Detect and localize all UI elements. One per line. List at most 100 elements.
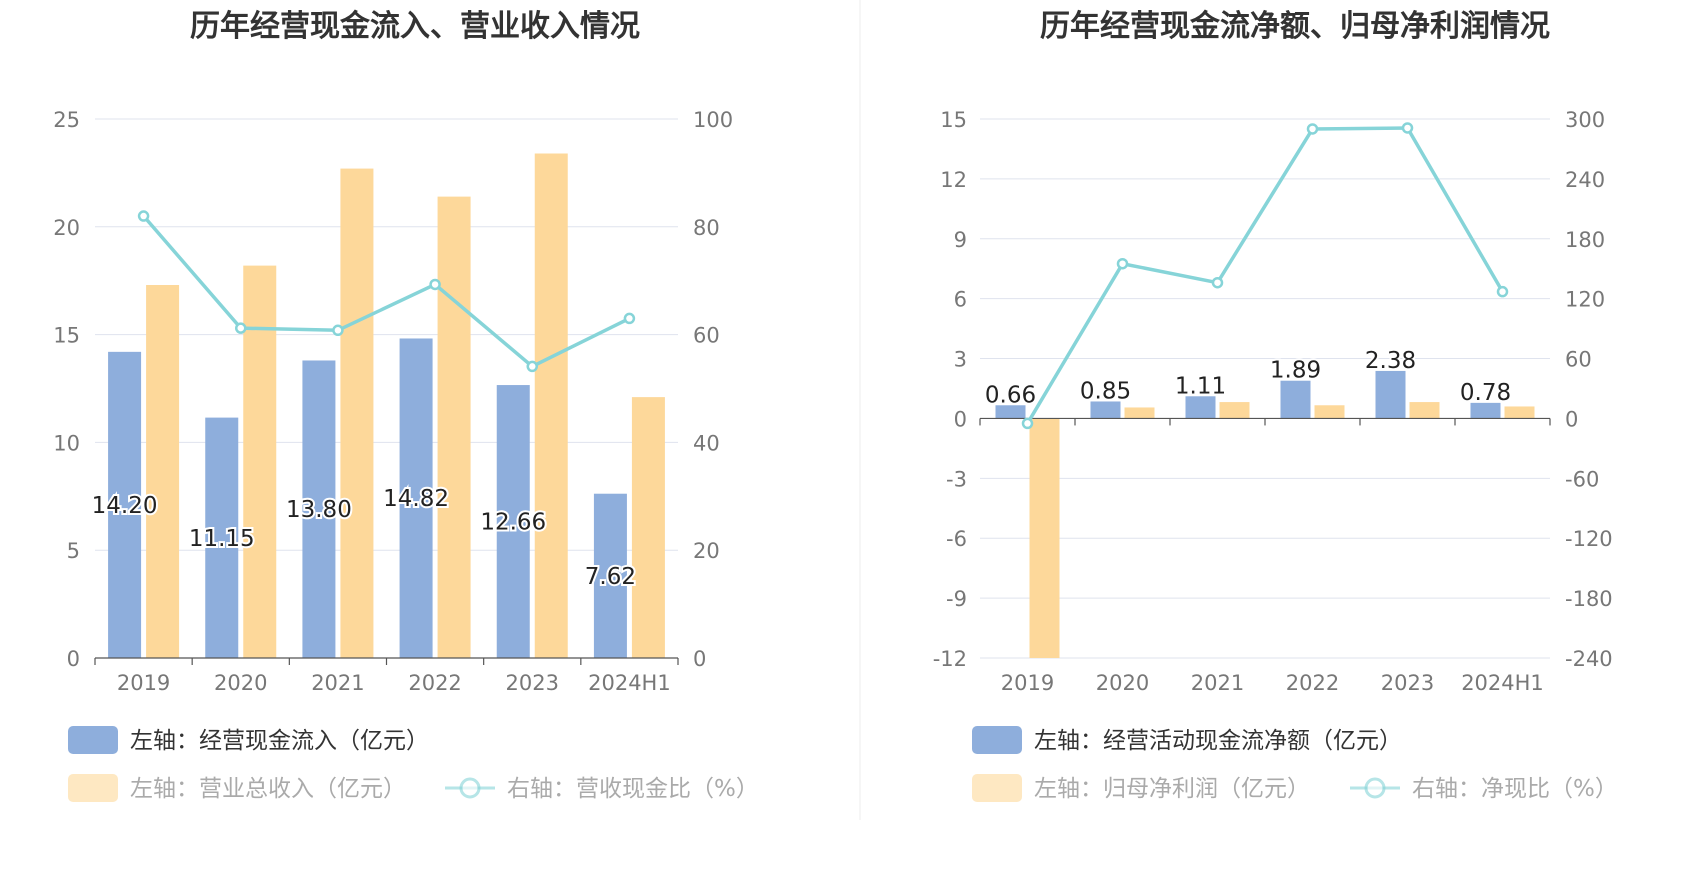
legend-item-1[interactable]: 左轴：经营现金流入（亿元） xyxy=(68,726,429,754)
data-label: 11.15 xyxy=(189,526,255,552)
ratio-point-2021[interactable] xyxy=(332,324,344,337)
right-axis-tick-label: 120 xyxy=(1565,288,1605,312)
ratio-point-2021[interactable] xyxy=(1211,276,1224,289)
ratio-line xyxy=(142,214,631,369)
bar-secondary-2023[interactable] xyxy=(534,153,568,658)
bar-primary-2022[interactable] xyxy=(399,338,433,658)
bar-primary-2024H1[interactable] xyxy=(1470,402,1501,419)
bar-secondary-2023[interactable] xyxy=(1409,402,1440,419)
left-axis-tick-label: 25 xyxy=(53,108,80,132)
x-axis-category-label: 2023 xyxy=(506,671,559,695)
bar-secondary-2024H1[interactable] xyxy=(631,397,665,658)
left-axis-tick-label: -3 xyxy=(946,467,967,491)
bar-primary-2020[interactable] xyxy=(1090,401,1121,419)
left-axis-tick-label: 15 xyxy=(940,108,967,132)
x-axis-category-label: 2024H1 xyxy=(588,671,671,695)
data-label: 1.11 xyxy=(1175,373,1226,399)
bar-primary-2023[interactable] xyxy=(1375,370,1406,419)
x-axis-category-label: 2021 xyxy=(1191,671,1244,695)
bar-secondary-2020[interactable] xyxy=(1124,407,1155,419)
data-label: 7.62 xyxy=(585,564,636,590)
bar-primary-2020[interactable] xyxy=(205,417,239,658)
legend-item-3[interactable]: 右轴：营收现金比（%） xyxy=(445,776,759,802)
bar-primary-2022[interactable] xyxy=(1280,380,1311,419)
x-axis-category-label: 2020 xyxy=(1096,671,1149,695)
x-axis-category-label: 2022 xyxy=(1286,671,1339,695)
left-axis-tick-label: 0 xyxy=(67,647,80,671)
legend-item-2[interactable]: 左轴：营业总收入（亿元） xyxy=(68,774,406,802)
chart-title: 历年经营现金流入、营业收入情况 xyxy=(190,9,640,44)
data-label: 0.78 xyxy=(1460,380,1511,406)
right-axis-tick-label: -120 xyxy=(1565,527,1613,551)
right-axis-tick-label: 0 xyxy=(1565,407,1578,431)
data-label: 13.80 xyxy=(286,497,352,523)
legend-item-3[interactable]: 右轴：净现比（%） xyxy=(1350,776,1618,802)
left-axis-tick-label: 20 xyxy=(53,216,80,240)
x-axis-category-label: 2019 xyxy=(1001,671,1054,695)
left-axis-tick-label: 12 xyxy=(940,168,967,192)
x-axis-category-label: 2022 xyxy=(408,671,461,695)
bar-secondary-2024H1[interactable] xyxy=(1504,406,1535,419)
left-axis-tick-label: 15 xyxy=(53,324,80,348)
bar-primary-2023[interactable] xyxy=(496,385,530,658)
x-axis-category-label: 2023 xyxy=(1381,671,1434,695)
bar-secondary-2021[interactable] xyxy=(340,168,374,658)
right-axis-tick-label: 180 xyxy=(1565,228,1605,252)
bar-secondary-2022[interactable] xyxy=(1314,405,1345,419)
left-axis-tick-label: 10 xyxy=(53,431,80,455)
legend-item-1[interactable]: 左轴：经营活动现金流净额（亿元） xyxy=(972,726,1402,754)
ratio-point-2019[interactable] xyxy=(137,210,150,222)
bar-primary-2019[interactable] xyxy=(108,351,142,658)
right-axis-tick-label: 40 xyxy=(693,431,720,455)
chart-panel-1: 历年经营现金流入、营业收入情况 0 5 10 15 20 25 0 20 40 60 80 100 201… xyxy=(53,9,759,802)
right-axis-tick-label: 60 xyxy=(1565,348,1592,372)
ratio-point-2022[interactable] xyxy=(1306,123,1319,135)
data-label: 1.89 xyxy=(1270,358,1321,384)
bar-secondary-2021[interactable] xyxy=(1219,402,1250,419)
bar-secondary-2022[interactable] xyxy=(437,196,471,658)
right-axis-tick-label: -240 xyxy=(1565,647,1613,671)
right-axis-tick-label: 20 xyxy=(693,539,720,563)
bar-secondary-2019[interactable] xyxy=(1029,418,1060,658)
data-label: 12.66 xyxy=(480,510,546,536)
data-label: 2.38 xyxy=(1365,348,1416,374)
data-label: 14.20 xyxy=(92,493,158,519)
right-axis-tick-label: -60 xyxy=(1565,467,1599,491)
left-axis-tick-label: -9 xyxy=(946,587,967,611)
legend-label: 左轴：经营现金流入（亿元） xyxy=(130,728,429,754)
right-axis-tick-label: 100 xyxy=(693,108,733,132)
legend-label: 左轴：经营活动现金流净额（亿元） xyxy=(1034,728,1402,754)
bar-secondary-2019[interactable] xyxy=(146,285,180,658)
right-axis-tick-label: 60 xyxy=(693,324,720,348)
chart-panel-2: 历年经营现金流净额、归母净利润情况 -12 -9 -6 -3 0 3 6 9 12 15 -240 -1… xyxy=(933,9,1618,802)
left-axis-tick-label: 6 xyxy=(954,288,967,312)
ratio-point-2020[interactable] xyxy=(235,322,247,334)
ratio-point-2020[interactable] xyxy=(1116,257,1129,270)
chart-title: 历年经营现金流净额、归母净利润情况 xyxy=(1040,9,1550,44)
legend-label: 左轴：营业总收入（亿元） xyxy=(130,776,406,802)
bar-primary-2021[interactable] xyxy=(302,360,336,658)
ratio-point-2024H1[interactable] xyxy=(1496,285,1509,298)
legend-label: 左轴：归母净利润（亿元） xyxy=(1034,776,1310,802)
bar-primary-2019[interactable] xyxy=(995,405,1026,419)
legend-swatch xyxy=(972,726,1022,754)
ratio-point-2023[interactable] xyxy=(526,360,538,373)
legend-swatch xyxy=(972,774,1022,802)
ratio-point-2019[interactable] xyxy=(1021,417,1034,430)
ratio-line xyxy=(1025,126,1505,425)
bar-primary-2024H1[interactable] xyxy=(593,493,627,658)
right-axis-tick-label: 0 xyxy=(693,647,706,671)
ratio-point-2024H1[interactable] xyxy=(623,312,636,325)
ratio-point-2023[interactable] xyxy=(1401,122,1414,134)
bar-secondary-2020[interactable] xyxy=(243,265,277,658)
data-label: 14.82 xyxy=(383,486,449,512)
left-axis-tick-label: -12 xyxy=(933,647,967,671)
left-axis-tick-label: 0 xyxy=(954,407,967,431)
right-axis-tick-label: 240 xyxy=(1565,168,1605,192)
legend-item-2[interactable]: 左轴：归母净利润（亿元） xyxy=(972,774,1310,802)
bar-primary-2021[interactable] xyxy=(1185,396,1216,419)
right-axis-tick-label: 80 xyxy=(693,216,720,240)
ratio-point-2022[interactable] xyxy=(429,278,441,291)
x-axis-category-label: 2024H1 xyxy=(1461,671,1544,695)
